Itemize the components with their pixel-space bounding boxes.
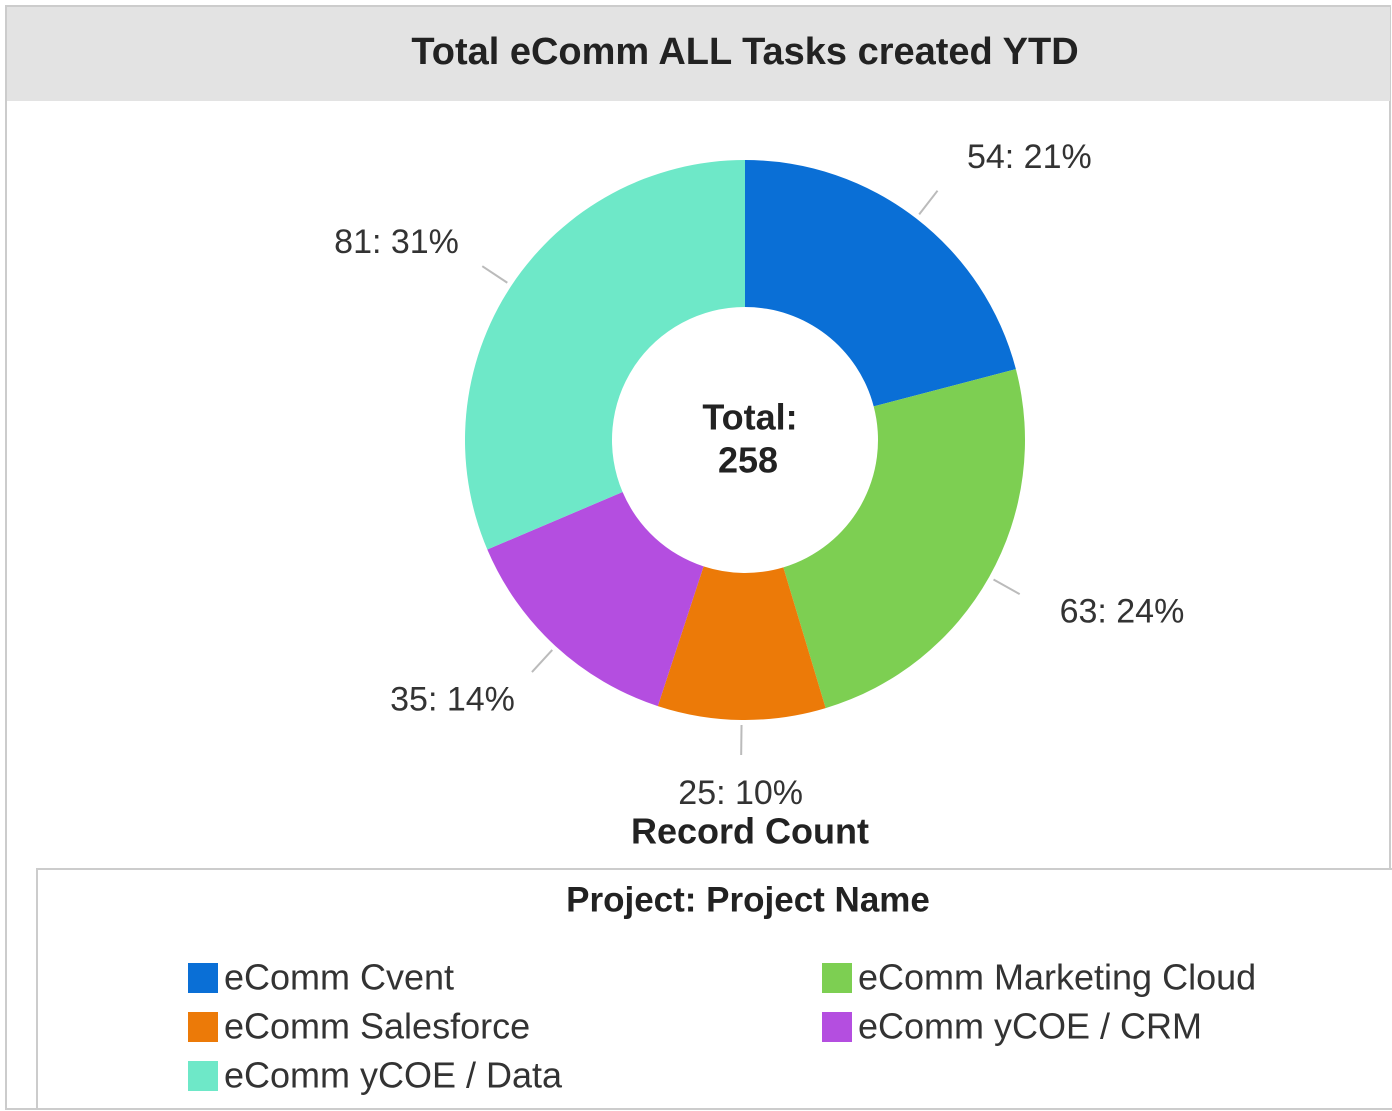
data-label: 81: 31% [334, 223, 459, 261]
slice [487, 492, 704, 707]
slice [783, 369, 1025, 709]
leader-line [993, 578, 1021, 596]
center-label: Total: [702, 397, 797, 438]
legend-swatch [188, 963, 218, 993]
legend-swatch [188, 1061, 218, 1091]
data-label: 25: 10% [678, 774, 803, 812]
leader-line [481, 265, 508, 284]
slice [745, 160, 1016, 407]
leader-line [531, 649, 553, 673]
legend-title: Project: Project Name [566, 880, 930, 919]
legend-swatch [822, 1012, 852, 1042]
legend-box [36, 868, 1392, 1110]
legend-label: eComm Salesforce [224, 1006, 530, 1047]
leader-line [918, 190, 939, 216]
slice [465, 160, 745, 550]
header [7, 7, 1390, 101]
legend-label: eComm Marketing Cloud [858, 957, 1256, 998]
center-total: 258 [718, 440, 778, 481]
data-label: 35: 14% [390, 680, 515, 718]
legend-swatch [188, 1012, 218, 1042]
legend-label: eComm yCOE / Data [224, 1055, 563, 1096]
data-label: 63: 24% [1060, 593, 1185, 631]
legend-label: eComm yCOE / CRM [858, 1006, 1202, 1047]
data-label: 54: 21% [967, 138, 1092, 176]
axis-label: Record Count [631, 811, 869, 852]
slice [657, 566, 826, 720]
legend-swatch [822, 963, 852, 993]
chart-title: Total eComm ALL Tasks created YTD [411, 31, 1078, 73]
legend-label: eComm Cvent [224, 957, 454, 998]
